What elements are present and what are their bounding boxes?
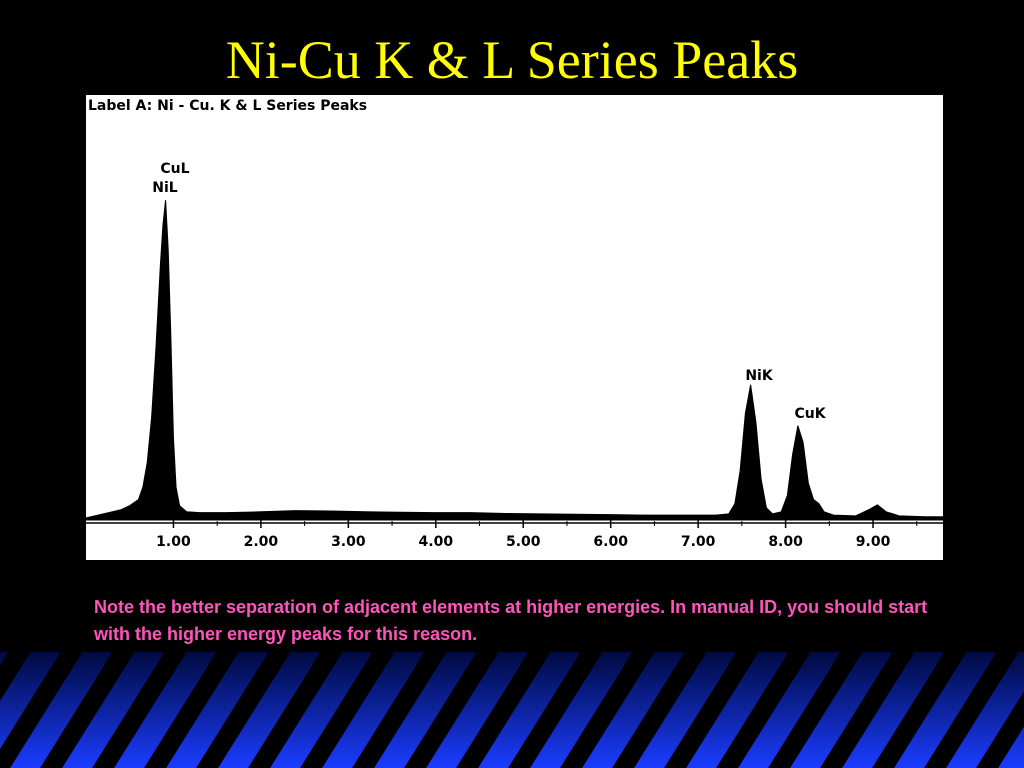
chart-panel <box>86 95 943 560</box>
x-tick-label: 5.00 <box>506 534 541 550</box>
spectrum <box>85 200 944 521</box>
x-tick-label: 4.00 <box>419 534 454 550</box>
footer-stripes <box>0 652 1024 768</box>
x-tick-label: 8.00 <box>768 534 803 550</box>
peak-label: CuL <box>160 161 189 177</box>
note: Note the better separation of adjacent e… <box>94 597 928 644</box>
peak-label: CuK <box>794 406 826 422</box>
plot: 1.00 2.00 3.00 4.00 5.00 6.00 7.00 8.00 9.00 CuL N… <box>85 161 944 550</box>
x-tick-label: 2.00 <box>244 534 279 550</box>
chart-title: Label A: Ni - Cu. K & L Series Peaks <box>88 98 367 114</box>
peak-label: NiK <box>745 368 774 384</box>
x-tick-label: 6.00 <box>593 534 628 550</box>
x-tick-label: 7.00 <box>681 534 716 550</box>
x-tick-label: 3.00 <box>331 534 366 550</box>
x-tick-label: 1.00 <box>156 534 191 550</box>
x-tick-label: 9.00 <box>856 534 891 550</box>
peak-label: NiL <box>152 180 178 196</box>
note-box: Note the better separation of adjacent e… <box>94 597 928 644</box>
slide-title: Ni-Cu K & L Series Peaks <box>226 30 798 90</box>
